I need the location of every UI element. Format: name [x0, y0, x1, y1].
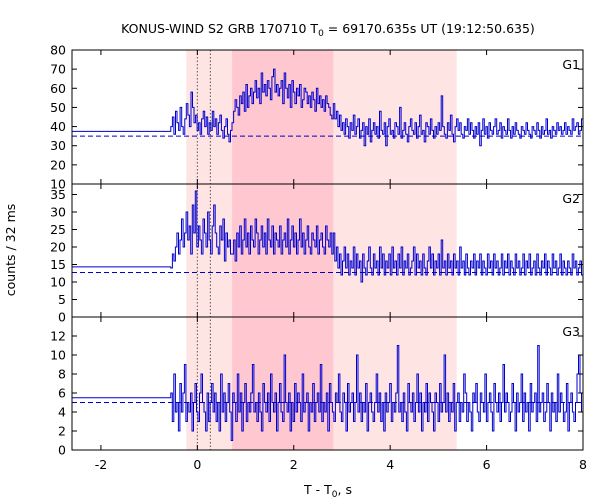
y-tick-label: 10 [50, 348, 66, 363]
panel-g3: 0 2 4 6 8 10 12 G3 [50, 316, 584, 458]
x-tick-label: 4 [386, 457, 394, 472]
y-axis-label: counts / 32 ms [3, 204, 18, 297]
y-tick-label: 15 [50, 257, 66, 272]
panel-g1: 10 20 30 40 50 60 70 80 G1 [50, 43, 584, 192]
lightcurve-g1 [72, 68, 583, 147]
y-tick-label: 8 [58, 367, 66, 382]
lightcurve-g2 [72, 190, 583, 283]
chart-title-main: KONUS-WIND S2 GRB 170710 T [121, 21, 318, 36]
panel-label-g3: G3 [562, 324, 580, 339]
y-tick-label: 80 [50, 43, 66, 58]
x-axis-label-rest: , s [338, 482, 352, 497]
x-axis-label-main: T - T [303, 482, 332, 497]
panel-frame-g3 [71, 316, 584, 451]
y-tick-label: 30 [50, 138, 66, 153]
x-axis-label: T - T0, s [303, 482, 352, 500]
chart-title-rest: = 69170.635s UT (19:12:50.635) [324, 21, 535, 36]
y-tick-label: 6 [58, 386, 66, 401]
y-tick-label: 0 [58, 443, 66, 458]
y-tick-label: 20 [50, 240, 66, 255]
y-tick-label: 4 [58, 405, 66, 420]
x-tick-label: 8 [579, 457, 587, 472]
y-tick-label: 0 [58, 310, 66, 325]
y-tick-label: 10 [50, 275, 66, 290]
x-tick-label: 0 [193, 457, 201, 472]
x-tick-label: -2 [95, 457, 107, 472]
chart-title-subscript: 0 [318, 29, 324, 39]
y-tick-label: 10 [50, 177, 66, 192]
chart-title: KONUS-WIND S2 GRB 170710 T0 = 69170.635s… [121, 21, 535, 39]
y-tick-label: 60 [50, 81, 66, 96]
y-tick-label: 2 [58, 424, 66, 439]
panel-label-g2: G2 [562, 191, 580, 206]
panel-label-g1: G1 [562, 57, 580, 72]
y-tick-label: 70 [50, 62, 66, 77]
y-tick-label: 20 [50, 157, 66, 172]
y-tick-label: 12 [50, 329, 66, 344]
y-tick-label: 25 [50, 222, 66, 237]
x-axis-label-subscript: 0 [332, 490, 338, 500]
y-tick-label: 35 [50, 187, 66, 202]
y-tick-label: 40 [50, 119, 66, 134]
x-tick-label: 6 [483, 457, 491, 472]
y-tick-label: 5 [58, 292, 66, 307]
x-tick-label: 2 [290, 457, 298, 472]
y-tick-label: 30 [50, 205, 66, 220]
lightcurve-g3 [72, 345, 583, 441]
y-tick-label: 50 [50, 100, 66, 115]
